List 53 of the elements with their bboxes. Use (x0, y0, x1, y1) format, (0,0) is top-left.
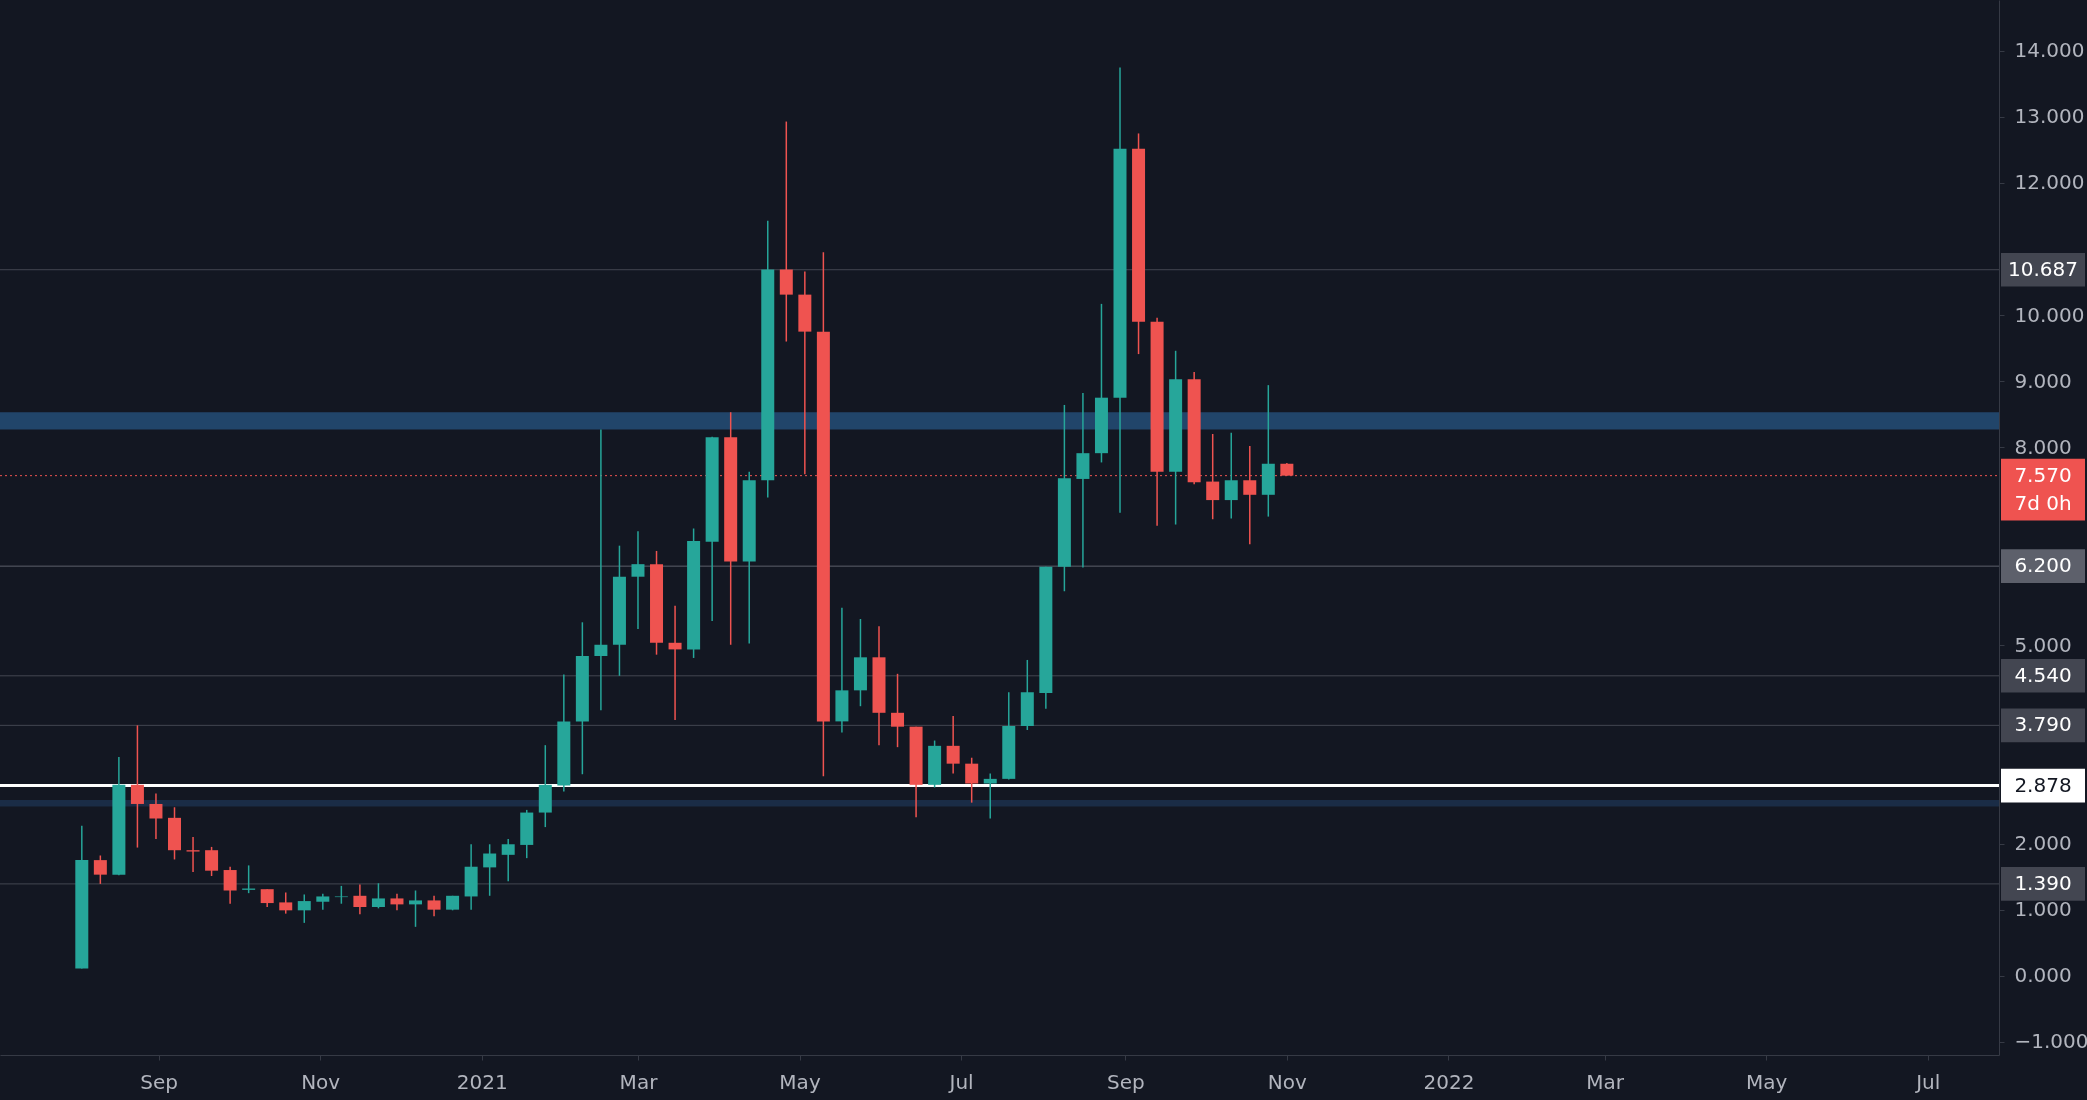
y-tick-label: 0.000 (2014, 963, 2072, 988)
x-tick-label: Nov (301, 1069, 341, 1094)
y-tick-label: 5.000 (2014, 632, 2072, 657)
x-tick-label: Jul (947, 1069, 974, 1094)
y-tick-label: 9.000 (2014, 368, 2072, 393)
candlestick (779, 120, 793, 343)
ref-line-label: 1.390 (2014, 870, 2072, 895)
candlestick (205, 846, 219, 877)
ref-line-label: 3.790 (2014, 712, 2072, 737)
ref-line-label: 2.878 (2014, 772, 2072, 797)
text: 7d 0h (2014, 490, 2072, 515)
candlestick (1224, 431, 1238, 520)
ref-line-label: 6.200 (2014, 553, 2072, 578)
candlestick (891, 673, 905, 748)
x-tick-label: Mar (1586, 1069, 1625, 1094)
candlestick (223, 865, 237, 905)
y-tick-label: 12.000 (2014, 170, 2085, 195)
y-tick-label: 1.000 (2014, 897, 2072, 922)
candlestick (501, 838, 515, 883)
candlestick (427, 895, 441, 918)
candlestick (93, 854, 107, 885)
x-tick-label: May (779, 1069, 821, 1094)
candlestick (186, 836, 200, 873)
candlestick (668, 605, 682, 721)
y-tick-label: 10.000 (2014, 302, 2085, 327)
x-tick-label: Nov (1267, 1069, 1308, 1094)
ref-line-label: 7.570 (2014, 462, 2072, 487)
candlestick (965, 756, 979, 804)
x-tick-label: Sep (1106, 1069, 1145, 1094)
y-tick-label: 14.000 (2014, 38, 2085, 63)
candlestick (353, 883, 367, 916)
y-tick-label: 13.000 (2014, 104, 2085, 129)
y-tick-label: 8.000 (2014, 434, 2072, 459)
candlestick (483, 843, 497, 897)
x-tick-label: Jul (1914, 1069, 1941, 1094)
x-tick-label: 2022 (1423, 1069, 1475, 1094)
candlestick (371, 882, 385, 910)
x-tick-label: May (1746, 1069, 1788, 1094)
x-tick-label: 2021 (456, 1069, 508, 1094)
x-tick-label: Sep (140, 1069, 178, 1094)
candlestick (297, 893, 311, 924)
x-tick-label: Mar (619, 1069, 659, 1094)
candlestick (946, 715, 960, 775)
ref-line-label: 10.687 (2008, 256, 2078, 281)
y-tick-label: 2.000 (2014, 831, 2072, 856)
candlestick (409, 889, 423, 928)
candlestick (631, 530, 645, 630)
candlestick (130, 724, 144, 849)
candlestick (279, 891, 293, 915)
y-tick-label: −1.000 (2014, 1029, 2087, 1054)
candlestick (149, 792, 163, 840)
ref-line-label: 4.540 (2014, 662, 2072, 687)
candlestick (594, 428, 608, 711)
